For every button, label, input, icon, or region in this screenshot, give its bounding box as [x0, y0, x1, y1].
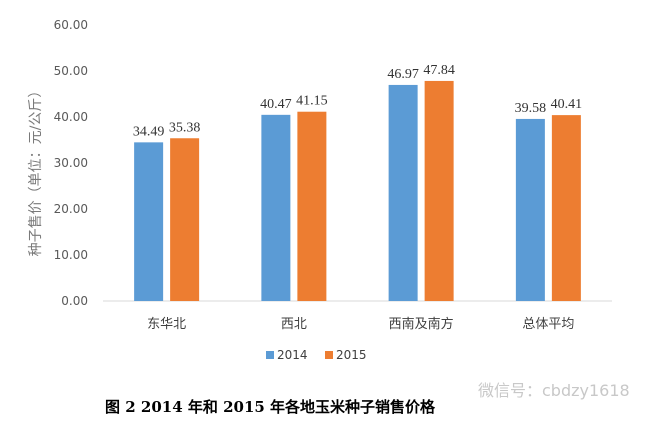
watermark: 微信号：cbdzy1618 — [478, 381, 630, 400]
legend-swatch-2015 — [325, 351, 333, 359]
data-label: 47.84 — [423, 63, 455, 78]
bar-series — [134, 80, 581, 302]
data-label: 40.41 — [551, 97, 583, 112]
x-category-label: 西南及南方 — [389, 316, 454, 332]
figure-caption: 图 2 2014 年和 2015 年各地玉米种子销售价格 — [105, 398, 436, 416]
x-category-label: 总体平均 — [522, 317, 574, 332]
x-category-label: 西北 — [281, 317, 307, 332]
y-tick-label: 10.00 — [54, 248, 88, 262]
data-label: 40.47 — [260, 97, 292, 112]
x-category-label: 东华北 — [147, 317, 186, 332]
bar-2014-1 — [261, 114, 291, 301]
data-label: 39.58 — [515, 101, 547, 116]
y-tick-label: 60.00 — [54, 18, 88, 32]
bar-2015-2 — [424, 80, 454, 301]
legend-label: 2015 — [336, 348, 367, 362]
legend-label: 2014 — [277, 348, 308, 362]
data-labels: 34.49 35.38 40.47 41.15 46.97 47.84 39.58 40.41 — [133, 63, 582, 139]
data-label: 34.49 — [133, 124, 165, 139]
bar-2015-1 — [297, 111, 327, 302]
y-tick-label: 30.00 — [54, 156, 88, 170]
y-tick-label: 0.00 — [61, 294, 88, 308]
data-label: 46.97 — [387, 67, 419, 82]
bar-2014-0 — [134, 142, 164, 301]
y-tick-label: 40.00 — [54, 110, 88, 124]
bar-2015-3 — [551, 115, 581, 301]
x-axis-categories: 东华北 西北 西南及南方 总体平均 — [147, 316, 574, 332]
data-label: 35.38 — [169, 120, 201, 135]
y-tick-label: 20.00 — [54, 202, 88, 216]
data-label: 41.15 — [296, 94, 328, 109]
bar-2015-0 — [170, 138, 200, 301]
y-tick-label: 50.00 — [54, 64, 88, 78]
y-axis-title: 种子售价（单位：元/公斤） — [28, 84, 44, 257]
bar-2014-2 — [388, 84, 418, 301]
y-axis-ticks: 0.00 10.00 20.00 30.00 40.00 50.00 60.00 — [54, 18, 88, 308]
legend-swatch-2014 — [266, 351, 274, 359]
bar-2014-3 — [515, 118, 545, 301]
legend: 2014 2015 — [266, 348, 367, 362]
